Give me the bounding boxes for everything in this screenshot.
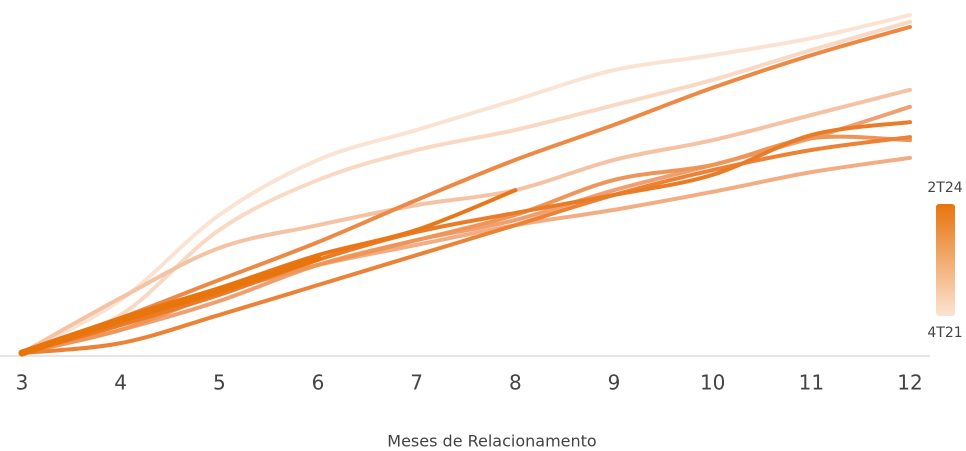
line — [19, 87, 913, 355]
x-tick-label: 5 — [213, 371, 226, 395]
line — [18, 254, 322, 357]
line — [19, 24, 913, 355]
line — [19, 120, 913, 355]
colorbar-high-label: 2T24 — [927, 180, 962, 196]
x-tick-label: 4 — [114, 371, 127, 395]
line — [19, 19, 913, 355]
x-tick-label: 7 — [410, 371, 423, 395]
x-tick-label: 10 — [700, 371, 725, 395]
x-tick-label: 12 — [897, 371, 922, 395]
line — [19, 13, 913, 355]
x-tick-label: 11 — [799, 371, 824, 395]
x-tick-label: 9 — [608, 371, 621, 395]
line — [19, 135, 913, 355]
x-axis-label: Meses de Relacionamento — [387, 432, 596, 451]
colorbar-low-label: 4T21 — [927, 325, 962, 341]
colorbar — [936, 204, 955, 316]
line — [19, 155, 913, 355]
x-tick-label: 8 — [509, 371, 522, 395]
x-tick-label: 3 — [16, 371, 29, 395]
x-tick-label: 6 — [312, 371, 325, 395]
